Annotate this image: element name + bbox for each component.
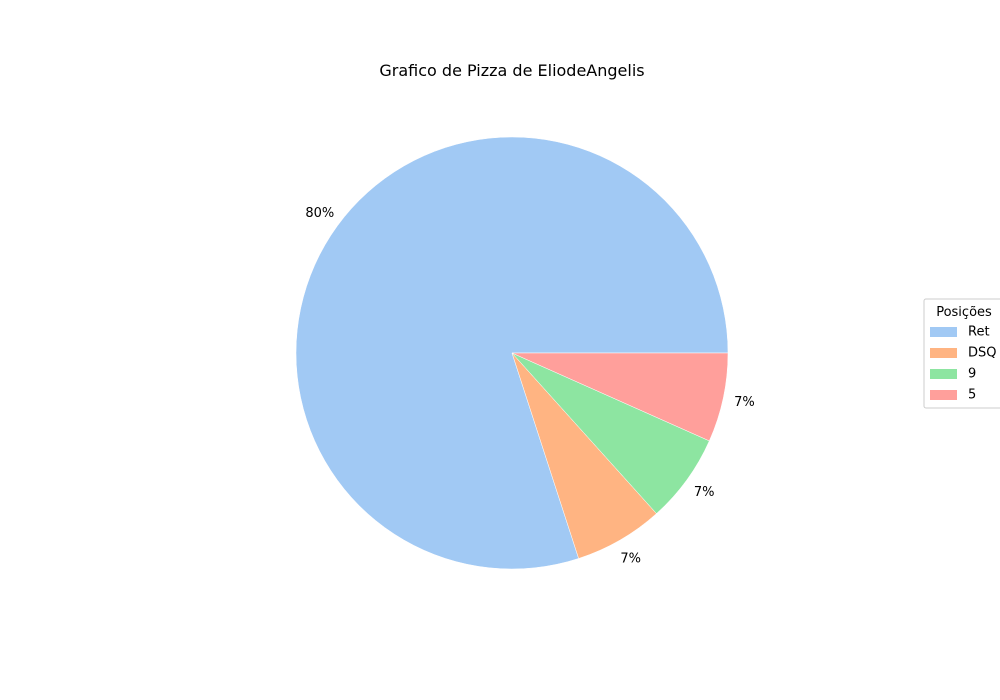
legend-swatch-5 bbox=[930, 390, 957, 400]
legend-swatch-9 bbox=[930, 369, 957, 379]
percent-label-ret: 80% bbox=[305, 206, 334, 221]
pie-slices bbox=[295, 136, 729, 570]
pie-slice-5 bbox=[511, 352, 729, 442]
percent-label-9: 7% bbox=[694, 485, 715, 500]
legend-swatch-dsq bbox=[930, 348, 957, 358]
percent-label-5: 7% bbox=[734, 395, 755, 410]
legend-label-ret: Ret bbox=[968, 325, 990, 340]
legend: Posições Ret DSQ 9 5 bbox=[923, 298, 1000, 409]
percent-labels: 80% 7% 7% 7% bbox=[305, 206, 754, 567]
percent-label-dsq: 7% bbox=[620, 551, 641, 566]
legend-label-dsq: DSQ bbox=[968, 346, 997, 361]
legend-box bbox=[923, 298, 1000, 409]
legend-title: Posições bbox=[936, 305, 992, 320]
chart-title: Grafico de Pizza de EliodeAngelis bbox=[379, 61, 644, 80]
legend-entries: Ret DSQ 9 5 bbox=[930, 325, 997, 403]
legend-swatch-ret bbox=[930, 327, 957, 337]
legend-label-5: 5 bbox=[968, 388, 976, 403]
legend-label-9: 9 bbox=[968, 367, 976, 382]
